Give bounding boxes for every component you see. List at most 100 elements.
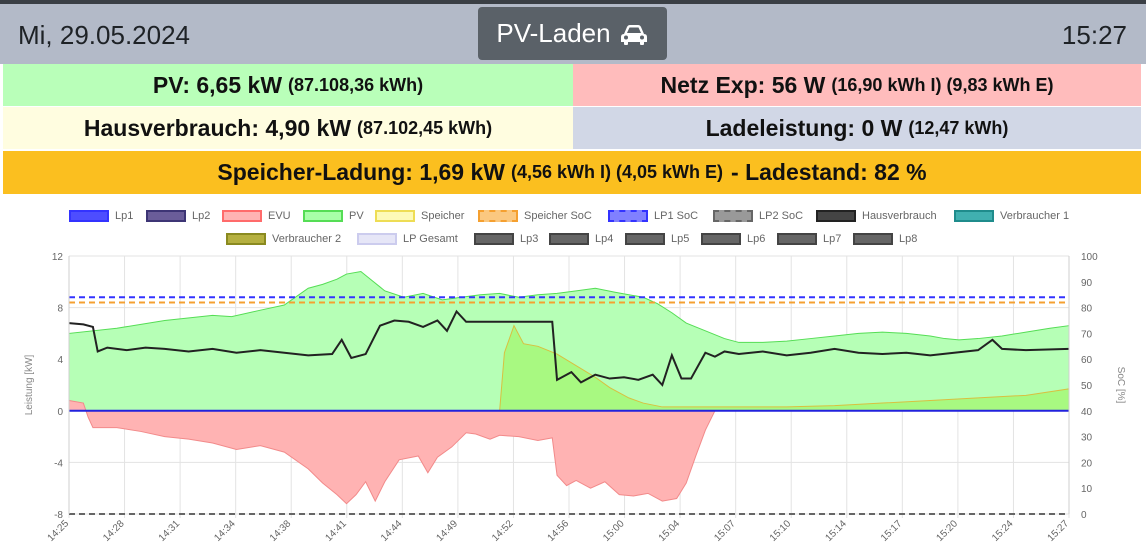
- legend-label: PV: [349, 210, 364, 222]
- x-tick-label: 15:07: [712, 518, 738, 544]
- legend-item-lp7[interactable]: Lp7: [777, 233, 841, 245]
- y-tick-label: 0: [57, 407, 63, 418]
- pv-energy: (87.108,36 kWh): [288, 74, 424, 95]
- speicher-area: [499, 324, 1070, 412]
- y2-tick-label: 50: [1081, 381, 1093, 392]
- x-tick-label: 15:27: [1046, 518, 1072, 544]
- legend-item-lp5[interactable]: Lp5: [625, 233, 689, 245]
- legend-item-speicher[interactable]: Speicher: [375, 210, 464, 222]
- grid-summary: Netz Exp: 56 W (16,90 kWh I) (9,83 kWh E…: [573, 64, 1141, 106]
- house-power: Hausverbrauch: 4,90 kW: [83, 114, 352, 141]
- legend-label: Lp8: [899, 233, 918, 245]
- mode-label: PV-Laden: [496, 18, 611, 48]
- y2-tick-label: 30: [1081, 433, 1093, 444]
- legend-item-lp3[interactable]: Lp3: [474, 233, 538, 245]
- pv-area: [68, 270, 1070, 412]
- legend-swatch: [303, 210, 343, 222]
- legend-item-hausverbrauch[interactable]: Hausverbrauch: [816, 210, 937, 222]
- x-tick-label: 14:25: [46, 518, 72, 544]
- y-tick-label: -4: [54, 458, 63, 469]
- x-tick-label: 14:31: [157, 518, 183, 544]
- y2-tick-label: 20: [1081, 458, 1093, 469]
- legend-label: LP1 SoC: [654, 210, 699, 222]
- legend-item-lp8[interactable]: Lp8: [853, 233, 917, 245]
- y2-tick-label: 10: [1081, 484, 1093, 495]
- y2-tick-label: 0: [1081, 510, 1087, 521]
- legend-swatch: [625, 233, 665, 245]
- legend-label: Lp1: [115, 210, 134, 222]
- legend-item-speicher-soc[interactable]: Speicher SoC: [478, 210, 592, 222]
- legend-label: Lp4: [595, 233, 614, 245]
- x-tick-label: 14:38: [268, 518, 294, 544]
- legend-swatch: [357, 233, 397, 245]
- legend-swatch: [69, 210, 109, 222]
- legend-swatch: [474, 233, 514, 245]
- legend-item-lp2[interactable]: Lp2: [146, 210, 210, 222]
- evu-area: [68, 399, 716, 505]
- y2-tick-label: 80: [1081, 304, 1093, 315]
- x-tick-label: 15:14: [823, 518, 849, 544]
- x-tick-label: 14:34: [212, 518, 238, 544]
- y2-tick-label: 100: [1081, 252, 1098, 263]
- grid-energy: (16,90 kWh I) (9,83 kWh E): [831, 74, 1054, 95]
- house-summary: Hausverbrauch: 4,90 kW (87.102,45 kWh): [3, 107, 573, 149]
- x-tick-label: 15:00: [601, 518, 627, 544]
- x-tick-label: 15:17: [879, 518, 905, 544]
- legend-swatch: [146, 210, 186, 222]
- legend-label: LP Gesamt: [403, 233, 458, 245]
- x-tick-label: 15:10: [768, 518, 794, 544]
- charge-summary: Ladeleistung: 0 W (12,47 kWh): [573, 107, 1141, 149]
- legend-label: Speicher: [421, 210, 465, 222]
- legend-swatch: [608, 210, 648, 222]
- legend-item-lp1-soc[interactable]: LP1 SoC: [608, 210, 698, 222]
- legend-item-lp6[interactable]: Lp6: [701, 233, 765, 245]
- x-tick-label: 14:56: [546, 518, 572, 544]
- x-tick-label: 14:44: [379, 518, 405, 544]
- x-tick-label: 15:24: [990, 518, 1016, 544]
- house-energy: (87.102,45 kWh): [357, 117, 493, 138]
- legend-label: Lp2: [192, 210, 211, 222]
- legend-swatch: [713, 210, 753, 222]
- legend-item-lp4[interactable]: Lp4: [549, 233, 613, 245]
- charge-energy: (12,47 kWh): [908, 117, 1009, 138]
- y2-tick-label: 90: [1081, 278, 1093, 289]
- legend-swatch: [701, 233, 741, 245]
- legend-label: Hausverbrauch: [862, 210, 937, 222]
- y-tick-label: -8: [54, 510, 63, 521]
- y2-tick-label: 60: [1081, 355, 1093, 366]
- legend-label: EVU: [268, 210, 291, 222]
- legend-swatch: [478, 210, 518, 222]
- legend-swatch: [777, 233, 817, 245]
- grid-power: Netz Exp: 56 W: [660, 71, 826, 98]
- legend-swatch: [226, 233, 266, 245]
- top-border: [0, 0, 1146, 4]
- legend-item-pv[interactable]: PV: [303, 210, 364, 222]
- legend-item-verbraucher1[interactable]: Verbraucher 1: [954, 210, 1069, 222]
- legend-label: Lp7: [823, 233, 842, 245]
- x-tick-label: 15:20: [935, 518, 961, 544]
- time-label: 15:27: [1061, 20, 1127, 50]
- legend-item-lp2-soc[interactable]: LP2 SoC: [713, 210, 803, 222]
- battery-soc: - Ladestand: 82 %: [731, 159, 927, 185]
- legend-swatch: [549, 233, 589, 245]
- hausverbrauch-line: [68, 309, 1070, 387]
- legend-label: Speicher SoC: [524, 210, 592, 222]
- mode-button[interactable]: PV-Laden: [478, 7, 667, 60]
- date-label: Mi, 29.05.2024: [18, 20, 191, 50]
- legend-swatch: [375, 210, 415, 222]
- legend-item-evu[interactable]: EVU: [222, 210, 291, 222]
- legend-item-lp1[interactable]: Lp1: [69, 210, 133, 222]
- legend-item-verbraucher2[interactable]: Verbraucher 2: [226, 233, 341, 245]
- battery-summary: Speicher-Ladung: 1,69 kW (4,56 kWh I) (4…: [3, 151, 1141, 194]
- legend-swatch: [853, 233, 893, 245]
- y-tick-label: 8: [57, 304, 63, 315]
- y2-axis-label: SoC [%]: [1115, 367, 1126, 404]
- legend-item-lp-gesamt[interactable]: LP Gesamt: [357, 233, 458, 245]
- y-tick-label: 12: [52, 252, 64, 263]
- legend-label: Verbraucher 2: [272, 233, 342, 245]
- battery-power: Speicher-Ladung: 1,69 kW: [217, 159, 505, 185]
- legend-swatch: [816, 210, 856, 222]
- y-tick-label: 4: [57, 355, 63, 366]
- x-tick-label: 14:49: [435, 518, 461, 544]
- x-tick-label: 15:04: [657, 518, 683, 544]
